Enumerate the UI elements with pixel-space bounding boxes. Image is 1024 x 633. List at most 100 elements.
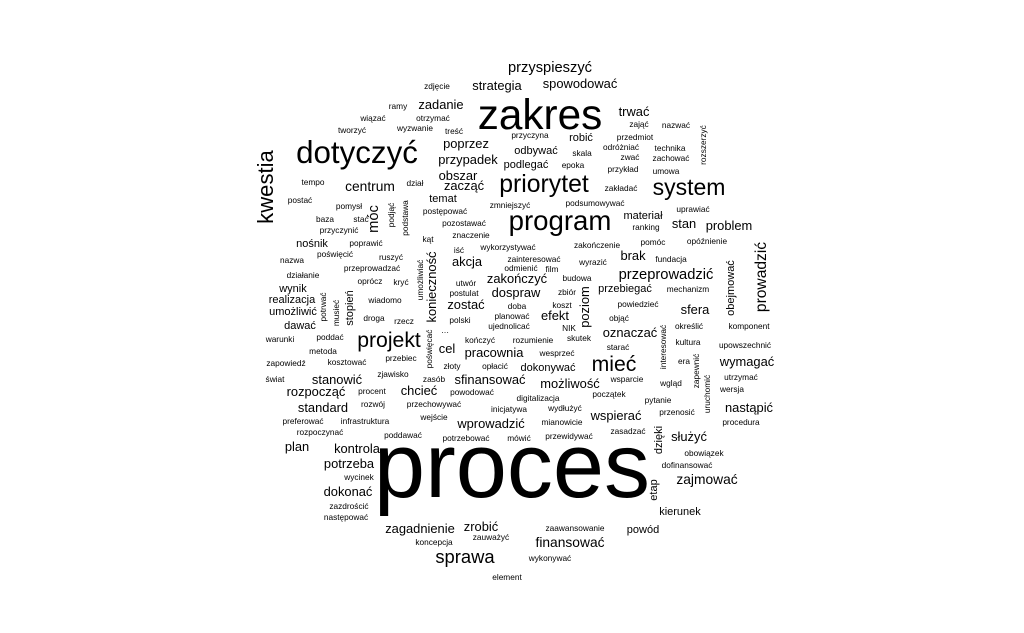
word-143: rzecz bbox=[394, 316, 414, 326]
word-145: planować bbox=[494, 311, 529, 321]
word-67: powód bbox=[627, 524, 659, 536]
word-126: działanie bbox=[287, 270, 320, 280]
word-195: rozpoczynać bbox=[297, 427, 344, 437]
word-70: odbywać bbox=[514, 145, 558, 157]
word-106: podsumowywać bbox=[565, 198, 624, 208]
word-111: kąt bbox=[422, 234, 434, 244]
word-142: droga bbox=[363, 313, 385, 323]
word-156: skutek bbox=[567, 333, 592, 343]
word-1: zakres bbox=[478, 91, 603, 138]
word-124: wyrazić bbox=[578, 257, 607, 267]
word-78: wyzwanie bbox=[396, 123, 433, 133]
word-21: obszar bbox=[439, 168, 478, 183]
word-92: umowa bbox=[653, 166, 680, 176]
word-154: kończyć bbox=[465, 335, 495, 345]
word-94: tempo bbox=[301, 177, 324, 187]
word-13: móc bbox=[366, 205, 382, 233]
word-97: pomysł bbox=[336, 201, 362, 211]
word-130: kryć bbox=[393, 277, 408, 287]
word-174: wsparcie bbox=[610, 374, 644, 384]
word-93: rozszerzyć bbox=[698, 125, 708, 165]
word-69: materiał bbox=[623, 210, 663, 222]
word-127: przeprowadzać bbox=[344, 263, 400, 273]
word-4: priorytet bbox=[499, 171, 589, 198]
word-159: upowszechnić bbox=[719, 340, 771, 350]
word-60: przebiegać bbox=[598, 283, 652, 295]
word-121: zainteresować bbox=[507, 254, 560, 264]
word-122: odmienić bbox=[504, 263, 537, 273]
word-139: doba bbox=[508, 301, 527, 311]
word-15: finansować bbox=[535, 535, 604, 550]
word-26: chcieć bbox=[401, 383, 438, 398]
word-198: mówić bbox=[507, 433, 531, 443]
word-50: spowodować bbox=[543, 76, 618, 91]
word-9: sprawa bbox=[435, 546, 495, 567]
word-49: trwać bbox=[619, 104, 650, 119]
word-167: kosztować bbox=[328, 357, 367, 367]
word-189: preferować bbox=[282, 416, 323, 426]
word-204: następować bbox=[324, 512, 368, 522]
word-61: realizacja bbox=[269, 294, 316, 306]
word-0: proces bbox=[374, 415, 650, 517]
word-59: nośnik bbox=[296, 238, 328, 250]
word-125: fundacja bbox=[655, 254, 687, 264]
word-158: kultura bbox=[676, 337, 701, 347]
word-51: zacząć bbox=[444, 178, 485, 193]
word-193: zasadzać bbox=[610, 426, 645, 436]
word-25: pracownia bbox=[465, 345, 525, 360]
word-11: przyspieszyć bbox=[508, 60, 592, 76]
word-202: wycinek bbox=[343, 472, 374, 482]
word-199: przewidywać bbox=[545, 431, 593, 441]
word-64: dzięki bbox=[653, 426, 665, 454]
word-187: wydłużyć bbox=[547, 403, 582, 413]
word-6: kwestia bbox=[253, 149, 278, 223]
word-185: przechowywać bbox=[407, 399, 461, 409]
word-192: mianowicie bbox=[541, 417, 582, 427]
word-176: utrzymać bbox=[724, 372, 758, 382]
word-105: zmniejszyć bbox=[490, 200, 531, 210]
word-20: przypadek bbox=[438, 152, 498, 167]
word-22: akcja bbox=[452, 254, 483, 269]
word-38: wymagać bbox=[719, 354, 775, 369]
word-179: procent bbox=[358, 386, 386, 396]
word-100: przyczynić bbox=[320, 225, 359, 235]
word-107: zakładać bbox=[605, 183, 638, 193]
word-133: budowa bbox=[562, 273, 591, 283]
word-74: ramy bbox=[389, 101, 408, 111]
word-34: zagadnienie bbox=[385, 521, 455, 536]
word-18: strategia bbox=[472, 78, 522, 93]
word-66: kierunek bbox=[659, 506, 701, 518]
word-17: zadanie bbox=[418, 97, 463, 112]
word-136: potrwać bbox=[318, 292, 328, 321]
word-84: przedmiot bbox=[617, 132, 654, 142]
word-12: przeprowadzić bbox=[619, 267, 714, 283]
word-207: koncepcja bbox=[415, 537, 453, 547]
word-116: zakończenie bbox=[574, 240, 621, 250]
word-132: postulat bbox=[449, 288, 479, 298]
word-117: pomóc bbox=[641, 237, 666, 247]
word-83: epoka bbox=[562, 160, 585, 170]
word-128: umożliwiać bbox=[415, 260, 425, 301]
word-90: technika bbox=[655, 143, 686, 153]
word-23: zostać bbox=[447, 297, 485, 312]
word-180: powodować bbox=[450, 387, 494, 397]
word-77: tworzyć bbox=[338, 125, 366, 135]
word-165: era bbox=[678, 356, 690, 366]
word-46: wspierać bbox=[590, 408, 642, 423]
word-104: pozostawać bbox=[442, 218, 486, 228]
word-173: zasób bbox=[423, 374, 446, 384]
word-170: zapewnić bbox=[691, 354, 701, 389]
word-27: wprowadzić bbox=[456, 416, 525, 431]
word-203: zazdrościć bbox=[329, 501, 368, 511]
word-160: metoda bbox=[309, 346, 337, 356]
word-115: wykorzystywać bbox=[479, 242, 535, 252]
word-81: przyczyna bbox=[511, 130, 549, 140]
word-162: przebiec bbox=[385, 353, 416, 363]
word-63: etap bbox=[648, 479, 660, 500]
word-80: zdjęcie bbox=[424, 81, 450, 91]
word-102: podstawa bbox=[400, 200, 410, 236]
word-137: musieć bbox=[331, 300, 341, 326]
word-118: opóźnienie bbox=[687, 236, 728, 246]
word-57: umożliwić bbox=[269, 306, 317, 318]
word-58: wynik bbox=[278, 283, 307, 295]
